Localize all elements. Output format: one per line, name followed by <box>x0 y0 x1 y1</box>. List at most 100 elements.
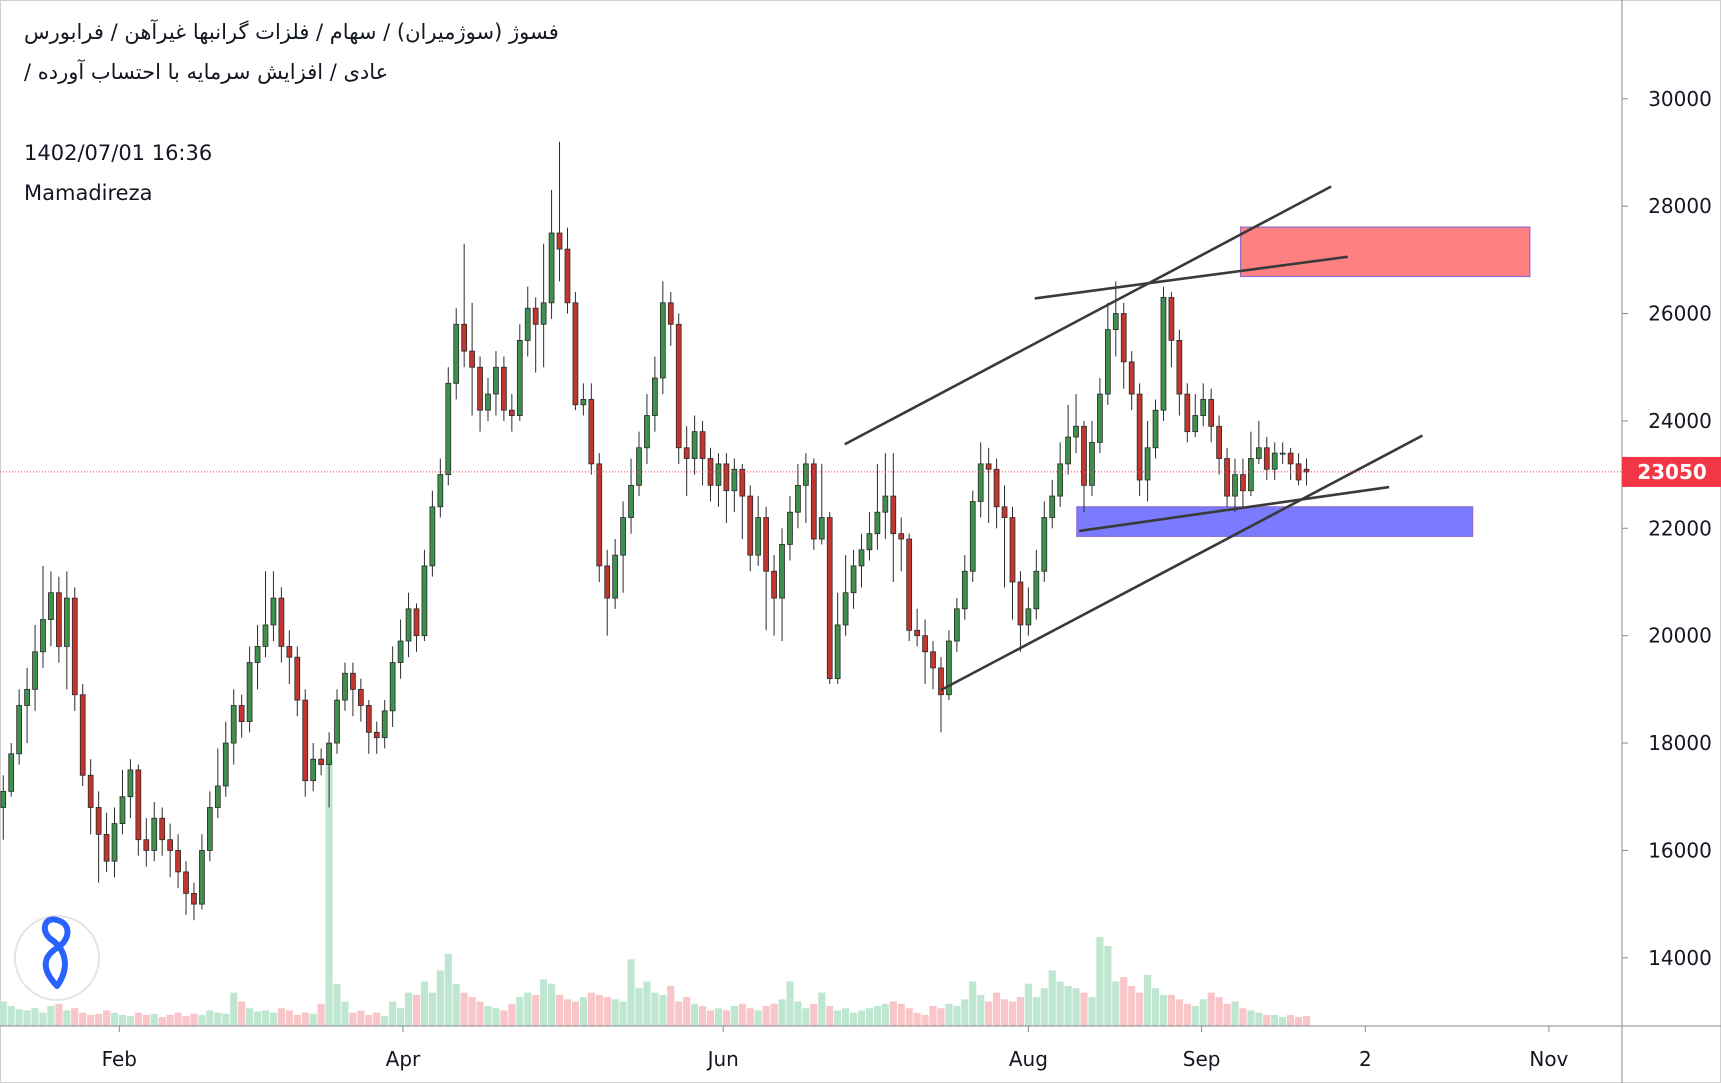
volume-bar <box>39 1012 47 1026</box>
candle-body <box>524 307 531 341</box>
volume-bar <box>722 1010 730 1026</box>
candle-body <box>135 769 142 841</box>
candle-body <box>1144 447 1151 481</box>
volume-bar <box>1294 1017 1303 1026</box>
volume-bar <box>627 959 635 1026</box>
volume-bar <box>746 1008 754 1026</box>
candle-body <box>222 742 229 787</box>
candle-body <box>326 742 332 765</box>
candle-body <box>961 570 968 610</box>
candle-body <box>1065 436 1071 465</box>
candle-body <box>294 656 301 701</box>
volume-bar <box>389 1001 397 1026</box>
candle-body <box>103 833 110 862</box>
x-tick-label: Sep <box>1183 1047 1221 1071</box>
candle-body <box>675 323 682 449</box>
volume-bar <box>1231 1001 1239 1026</box>
candle-body <box>1271 452 1278 470</box>
candle-body <box>779 544 785 599</box>
volume-bar <box>206 1010 214 1026</box>
candle-body <box>405 608 412 642</box>
volume-bar <box>222 1013 230 1026</box>
candle-body <box>946 640 952 696</box>
volume-bar <box>0 1001 7 1026</box>
candle-body <box>874 511 881 535</box>
candle-body <box>1184 393 1191 433</box>
y-tick-label: 30000 <box>1648 87 1712 111</box>
volume-bar <box>253 1011 262 1026</box>
candle-body <box>1136 393 1143 481</box>
candle-body <box>1263 447 1270 470</box>
volume-bar <box>79 1012 87 1026</box>
volume-bar <box>500 1010 508 1026</box>
volume-bar <box>659 994 667 1026</box>
candle-body <box>286 646 293 658</box>
volume-bar <box>373 1012 381 1026</box>
volume-bar <box>31 1008 39 1026</box>
candle-body <box>373 731 380 739</box>
candle-body <box>302 699 309 782</box>
volume-bar <box>921 1014 929 1026</box>
candle-body <box>938 667 944 696</box>
candle-body <box>334 699 340 744</box>
volume-bar <box>786 981 794 1026</box>
trendline <box>940 434 1424 692</box>
trendline <box>1079 485 1390 533</box>
candle-body <box>969 501 976 572</box>
candle-body <box>214 785 221 808</box>
volume-bar <box>834 1010 842 1026</box>
candle-body <box>771 570 777 599</box>
candle-body <box>850 565 857 594</box>
volume-bar <box>15 1009 23 1026</box>
volume-bar <box>1048 970 1056 1026</box>
volume-bar <box>1024 983 1032 1026</box>
candle-body <box>1128 361 1135 395</box>
volume-bar <box>381 1015 389 1026</box>
volume-bar <box>985 1001 993 1026</box>
candle-body <box>1216 425 1222 459</box>
volume-bar <box>349 1012 357 1026</box>
volume-bar <box>937 1008 945 1026</box>
candle-body <box>652 377 658 416</box>
volume-bar <box>1016 997 1025 1026</box>
volume-bar <box>55 1003 63 1026</box>
candle-body <box>1303 468 1310 473</box>
candle-body <box>397 640 404 663</box>
volume-bar <box>1279 1017 1287 1026</box>
candle-body <box>1152 409 1159 449</box>
candle-body <box>127 769 134 798</box>
candle-body <box>230 705 237 744</box>
volume-bar <box>667 985 675 1026</box>
volume-bar <box>452 983 460 1026</box>
candle-body <box>493 366 499 395</box>
candle-body <box>1025 608 1032 626</box>
volume-bar <box>1032 997 1040 1026</box>
candle-body <box>71 597 78 696</box>
candle-body <box>548 232 555 304</box>
candle-body <box>461 323 468 352</box>
candle-body <box>508 409 515 416</box>
volume-bar <box>818 992 826 1026</box>
volume-bar <box>865 1008 874 1026</box>
volume-bar <box>881 1003 889 1026</box>
x-tick-label: 2 <box>1359 1047 1372 1071</box>
volume-bar <box>1239 1008 1247 1026</box>
volume-bar <box>603 997 611 1026</box>
x-tick-label: Feb <box>102 1047 137 1071</box>
candle-body <box>238 705 245 722</box>
volume-bar <box>47 1005 55 1026</box>
candle-body <box>477 366 483 411</box>
candle-body <box>612 554 619 599</box>
volume-bar <box>913 1012 921 1026</box>
volume-bar <box>1064 985 1072 1026</box>
volume-bar <box>1096 937 1104 1026</box>
volume-bar <box>404 992 413 1026</box>
volume-bar <box>134 1012 142 1026</box>
volume-bar <box>261 1010 270 1026</box>
candle-body <box>795 484 801 513</box>
volume-bar <box>540 979 548 1026</box>
volume-bar <box>905 1008 913 1026</box>
candle-body <box>1049 495 1056 518</box>
volume-bar <box>611 999 619 1026</box>
